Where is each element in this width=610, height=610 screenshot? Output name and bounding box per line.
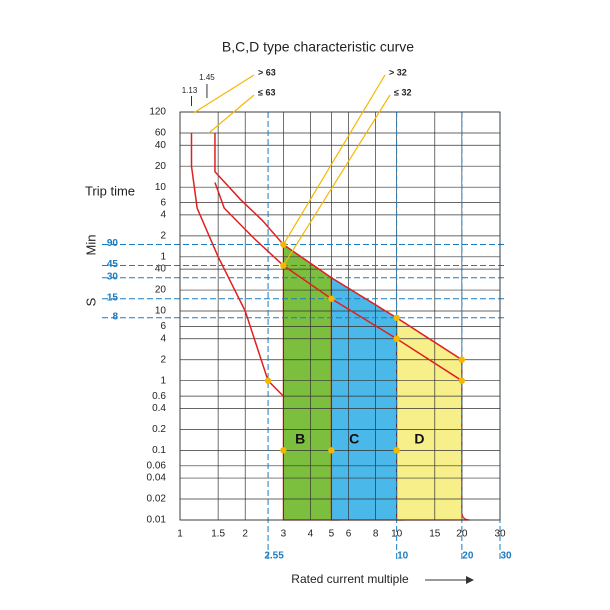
x-tick-label: 2 [242,529,248,540]
y-tick-label: 4 [160,210,166,221]
x-tick-label: 30 [494,529,506,540]
annotation: 1.13 [182,86,198,95]
x-tick-label: 5 [329,529,335,540]
region-label: C [349,431,359,447]
x-tick-label: 8 [373,529,379,540]
y-tick-label: 6 [160,321,166,332]
trip-region [396,316,470,521]
x-tick-label: 10 [391,529,403,540]
plot-frame [179,111,501,521]
annotation: > 63 [258,67,276,77]
y-tick-label: 10 [155,182,167,193]
highlight-y-tick-label: 90 [107,238,119,249]
y-tick-label: 0.4 [152,403,166,414]
marker-dot [328,447,335,454]
highlight-y-tick-label: 30 [107,271,119,282]
y-tick-label: 0.01 [147,515,167,526]
highlight-x-tick-label: 20 [462,551,474,562]
x-tick-label: 1 [177,529,183,540]
annotation-leader [208,94,255,134]
annotation: ≤ 32 [394,87,411,97]
y-tick-label: 10 [155,306,167,317]
y-tick-label: 2 [160,231,166,242]
marker-dot [280,447,287,454]
marker-dot [280,241,287,248]
trip-curve [190,132,284,397]
highlight-x-tick-label: 10 [397,551,409,562]
x-tick-label: 3 [281,529,287,540]
y-tick-label: 0.2 [152,424,166,435]
region-label: B [295,431,305,447]
y-tick-label: 120 [149,107,166,118]
annotation-leader [282,94,391,266]
y-tick-label: 1 [160,375,166,386]
trip-region [330,276,405,521]
y-tick-label: 1 [160,251,166,262]
y-tick-label: 4 [160,333,166,344]
highlight-x-tick-label: 2.55 [264,551,284,562]
y-tick-label: 0.02 [147,494,167,505]
y-axis-label: Trip time [85,183,135,198]
marker-dot [458,356,466,363]
marker-dot [328,295,335,302]
y-tick-label: 0.6 [152,391,166,402]
y-tick-label: 40 [155,264,167,275]
annotation-leader [193,74,255,114]
y-unit-label: Min [83,235,98,256]
x-tick-label: 15 [429,529,441,540]
y-tick-label: 20 [155,285,167,296]
highlight-x-tick-label: 30 [500,551,512,562]
annotation: ≤ 63 [258,87,275,97]
marker-dot [458,377,466,384]
y-tick-label: 6 [160,197,166,208]
highlight-y-tick-label: 45 [107,259,119,270]
x-axis-label: Rated current multiple [291,572,409,586]
y-tick-label: 0.1 [152,445,166,456]
y-tick-label: 2 [160,354,166,365]
region-label: D [414,431,424,447]
y-tick-label: 0.04 [147,473,167,484]
annotation: > 32 [389,67,407,77]
y-tick-label: 20 [155,161,167,172]
annotation: 1.45 [199,73,215,82]
y-tick-label: 0.06 [147,460,167,471]
chart-title: B,C,D type characteristic curve [222,39,414,55]
trip-curve [214,132,463,361]
y-tick-label: 60 [155,128,167,139]
marker-dot [393,335,400,342]
annotation-leader [282,74,386,245]
highlight-y-tick-label: 8 [112,311,118,322]
highlight-y-tick-label: 15 [107,292,119,303]
marker-dot [393,447,400,454]
x-tick-label: 1.5 [211,529,225,540]
x-tick-label: 20 [456,529,468,540]
x-tick-label: 6 [346,529,352,540]
y-tick-label: 40 [155,140,167,151]
marker-dot [393,314,400,321]
marker-dot [264,377,272,384]
y-unit-label: S [83,297,98,306]
marker-dot [280,262,287,269]
axis-arrowhead [466,576,474,584]
x-tick-label: 4 [308,529,314,540]
